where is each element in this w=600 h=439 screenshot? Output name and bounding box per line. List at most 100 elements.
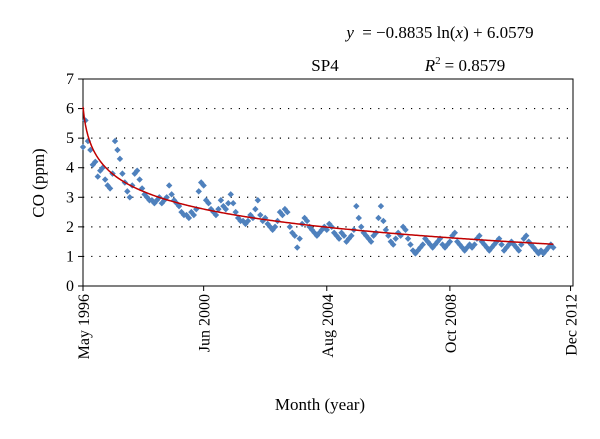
trend-line [82, 106, 554, 245]
data-point [284, 208, 291, 216]
data-point [505, 241, 513, 248]
data-point [217, 197, 225, 204]
data-point [535, 250, 542, 257]
y-tick-label: 0 [66, 278, 74, 295]
equation-rhs-prefix: = −0.8835 ln( [362, 23, 456, 42]
data-point [230, 200, 237, 207]
r-squared-value: = 0.8579 [445, 56, 506, 75]
data-point [301, 214, 308, 222]
data-point [116, 155, 124, 163]
data-point [106, 185, 114, 192]
data-point [375, 214, 382, 222]
x-tick-label: Oct 2008 [443, 294, 460, 353]
data-point [205, 200, 212, 207]
data-point [244, 217, 252, 225]
data-point [471, 241, 478, 248]
data-point [358, 223, 365, 231]
x-axis-title: Month (year) [275, 395, 365, 414]
x-axis: May 1996 Jun 2000 Aug 2004 Oct 2008 Dec 2012 [76, 286, 581, 359]
data-point [257, 211, 264, 219]
data-point [183, 211, 190, 219]
data-point [185, 214, 193, 222]
data-point [212, 211, 220, 219]
data-points [79, 117, 557, 257]
data-point [133, 167, 141, 174]
y-tick-label: 7 [66, 71, 74, 88]
data-point [190, 211, 198, 219]
data-point [414, 247, 422, 254]
data-point [478, 238, 486, 245]
data-point [392, 235, 399, 242]
x-tick-label: May 1996 [76, 294, 93, 359]
data-point [165, 182, 173, 189]
data-point [175, 202, 183, 210]
data-point [148, 197, 156, 204]
data-point [215, 205, 222, 213]
data-point [136, 176, 143, 183]
data-point [532, 247, 540, 254]
data-point [523, 232, 530, 239]
y-axis: 0 1 2 3 4 5 6 7 [66, 71, 83, 295]
regression-equation: y = −0.8835 ln(x) + 6.0579 [344, 23, 533, 42]
data-point [101, 176, 109, 183]
equation-variable: x [455, 23, 464, 42]
data-point [126, 194, 133, 201]
plot-frame [82, 78, 574, 287]
y-tick-label: 4 [66, 160, 74, 177]
data-point [281, 205, 289, 213]
data-point [476, 232, 483, 239]
data-point [323, 226, 330, 234]
data-point [545, 244, 552, 251]
data-point [79, 143, 87, 151]
data-point [515, 247, 523, 254]
data-point [390, 241, 397, 248]
data-point [87, 146, 94, 154]
data-point [367, 238, 375, 245]
data-point [291, 232, 298, 239]
data-point [355, 214, 362, 222]
data-point [348, 232, 355, 239]
r-squared-exponent: 2 [435, 55, 441, 67]
data-point [232, 208, 239, 216]
data-point [200, 182, 207, 189]
y-tick-label: 3 [66, 189, 74, 206]
data-point [335, 235, 343, 242]
data-point [377, 202, 385, 210]
data-point [296, 235, 303, 242]
data-point [94, 173, 101, 180]
y-tick-label: 6 [66, 101, 74, 118]
r-squared-symbol: R [424, 56, 436, 75]
data-point [286, 223, 294, 231]
data-point [518, 241, 525, 248]
data-point [419, 241, 426, 248]
x-tick-label: Jun 2000 [197, 294, 214, 352]
data-point [387, 238, 394, 245]
equation-rhs-suffix: ) + 6.0579 [463, 23, 534, 42]
data-point [500, 247, 508, 254]
y-axis-title: CO (ppm) [29, 148, 48, 217]
data-point [89, 161, 97, 168]
data-point [446, 238, 454, 245]
data-point [111, 137, 119, 145]
data-point [294, 244, 301, 251]
data-point [340, 232, 348, 239]
data-point [486, 247, 493, 254]
data-point [525, 238, 532, 245]
station-label: SP4 [311, 56, 339, 75]
data-point [402, 226, 409, 234]
data-point [407, 241, 414, 248]
equation-lhs: y [344, 23, 354, 42]
x-tick-label: Aug 2004 [320, 294, 337, 358]
grid-lines [83, 107, 573, 258]
data-point [92, 158, 99, 165]
data-point [114, 146, 121, 154]
data-point [399, 223, 407, 231]
data-point [252, 205, 259, 213]
r-squared: R2 = 0.8579 [424, 55, 505, 75]
data-point [197, 179, 205, 186]
data-point [124, 188, 131, 195]
data-point [168, 191, 175, 198]
data-point [222, 205, 230, 213]
data-point [380, 217, 387, 225]
